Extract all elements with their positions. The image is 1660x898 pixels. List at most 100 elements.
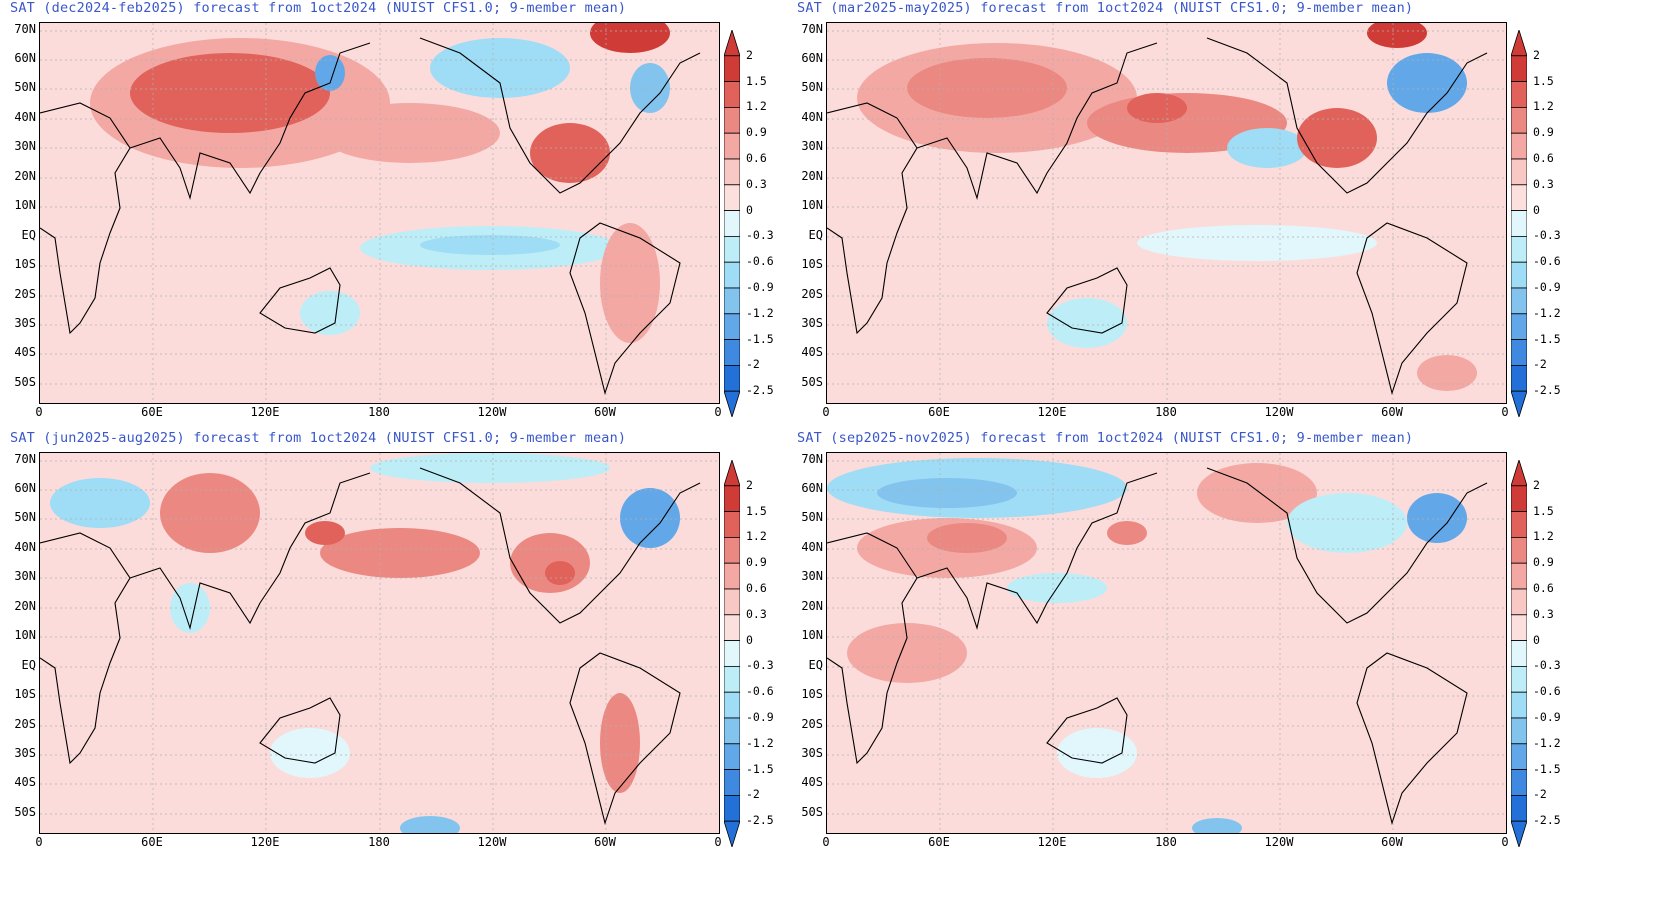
colorbar-segment	[724, 158, 740, 186]
colorbar-segment	[724, 562, 740, 590]
lon-label: 180	[368, 405, 390, 419]
colorbar-label: -2	[1533, 787, 1547, 802]
colorbar-segment	[724, 537, 740, 564]
lat-label: 20S	[14, 717, 36, 731]
lat-label: 10S	[801, 687, 823, 701]
lat-label: 40S	[14, 775, 36, 789]
colorbar-segment	[724, 794, 740, 822]
temperature-anomaly-map	[827, 453, 1506, 833]
colorbar-segment	[1511, 158, 1527, 186]
panel-title: SAT (jun2025-aug2025) forecast from 1oct…	[10, 430, 627, 446]
colorbar-label: 0.6	[1533, 151, 1554, 165]
colorbar-label: -2.5	[746, 813, 774, 828]
lon-label: 180	[1155, 405, 1177, 419]
lat-label: 10N	[14, 628, 36, 642]
colorbar-label: 0.9	[746, 125, 767, 140]
lat-label: 10S	[14, 687, 36, 701]
colorbar-segment	[724, 261, 740, 289]
colorbar-label: 0.6	[746, 581, 767, 595]
colorbar-label: -2.5	[1533, 383, 1561, 398]
colorbar-top-arrow	[1511, 460, 1527, 487]
colorbar-segment	[1511, 81, 1527, 108]
lat-label: 30S	[801, 316, 823, 330]
colorbar-segment	[724, 511, 740, 538]
colorbar-label: -0.6	[1533, 254, 1561, 269]
colorbar-label: 0	[1533, 202, 1540, 217]
colorbar-segment	[1511, 562, 1527, 590]
lon-label: 60E	[928, 405, 950, 419]
colorbar-label: 0	[746, 202, 753, 217]
lat-label: EQ	[21, 228, 36, 242]
colorbar-label: 2	[746, 47, 753, 62]
colorbar-label: 1.5	[746, 73, 767, 88]
colorbar-label: -0.3	[1533, 228, 1561, 243]
lat-label: 60N	[14, 481, 36, 495]
colorbar-label: -1.2	[1533, 735, 1561, 750]
colorbar-label: 0.9	[1533, 555, 1554, 570]
colorbar-label: -2	[746, 357, 760, 372]
colorbar-label: -0.6	[1533, 684, 1561, 699]
lat-label: 40N	[801, 110, 823, 124]
lon-label: 120W	[477, 405, 507, 419]
lat-label: 50S	[14, 805, 36, 819]
lon-label: 0	[1501, 405, 1509, 419]
lat-label: 50S	[801, 805, 823, 819]
temperature-anomaly-map	[827, 23, 1506, 403]
lon-label: 0	[822, 835, 830, 849]
lon-label: 60E	[141, 405, 163, 419]
lat-label: 30N	[14, 569, 36, 583]
colorbar-segment	[1511, 261, 1527, 289]
lon-label: 120E	[250, 835, 280, 849]
lat-label: 40S	[14, 345, 36, 359]
colorbar-label: 1.5	[1533, 73, 1554, 88]
colorbar-label: 2	[1533, 477, 1540, 492]
colorbar	[1511, 30, 1527, 417]
colorbar-segment	[1511, 588, 1527, 616]
map-panel-sep-nov: SAT (sep2025-nov2025) forecast from 1oct…	[787, 430, 1617, 879]
lat-label: 30N	[801, 569, 823, 583]
lon-label: 120W	[1264, 835, 1294, 849]
lat-label: EQ	[808, 658, 823, 672]
lat-label: 10N	[801, 198, 823, 212]
colorbar-segment	[1511, 640, 1527, 667]
colorbar-label: -1.5	[746, 331, 774, 346]
lon-label: 180	[368, 835, 390, 849]
lat-label: EQ	[808, 228, 823, 242]
map-plot	[39, 22, 720, 404]
lon-label: 120E	[250, 405, 280, 419]
colorbar-segment	[1511, 235, 1527, 263]
colorbar-label: -1.5	[1533, 761, 1561, 776]
lat-label: 40N	[14, 540, 36, 554]
colorbar-label: 1.2	[746, 99, 767, 114]
map-plot	[826, 22, 1507, 404]
lon-label: 60W	[594, 405, 616, 419]
colorbar	[724, 460, 740, 847]
lat-label: 10S	[14, 257, 36, 271]
colorbar	[1511, 460, 1527, 847]
colorbar-segment	[724, 184, 740, 212]
lat-label: 20S	[14, 287, 36, 301]
colorbar-segment	[1511, 132, 1527, 160]
temperature-anomaly-map	[40, 23, 719, 403]
lon-label: 60E	[928, 835, 950, 849]
lat-label: 50N	[801, 80, 823, 94]
colorbar-bottom-arrow	[1511, 390, 1527, 417]
colorbar-label: 0.9	[1533, 125, 1554, 140]
colorbar-bottom-arrow	[724, 820, 740, 847]
lon-label: 60E	[141, 835, 163, 849]
lat-label: 30N	[801, 139, 823, 153]
colorbar-segment	[1511, 287, 1527, 315]
colorbar-top-arrow	[724, 30, 740, 57]
colorbar-label: 1.2	[746, 529, 767, 544]
lon-label: 60W	[1381, 405, 1403, 419]
colorbar-label: -0.6	[746, 684, 774, 699]
colorbar-label: 1.2	[1533, 99, 1554, 114]
temperature-anomaly-map	[40, 453, 719, 833]
colorbar-label: -1.2	[746, 735, 774, 750]
colorbar	[724, 30, 740, 417]
lat-label: 20S	[801, 287, 823, 301]
colorbar-segment	[724, 665, 740, 693]
colorbar-segment	[1511, 184, 1527, 212]
colorbar-label: -0.3	[746, 228, 774, 243]
lon-label: 0	[714, 835, 722, 849]
